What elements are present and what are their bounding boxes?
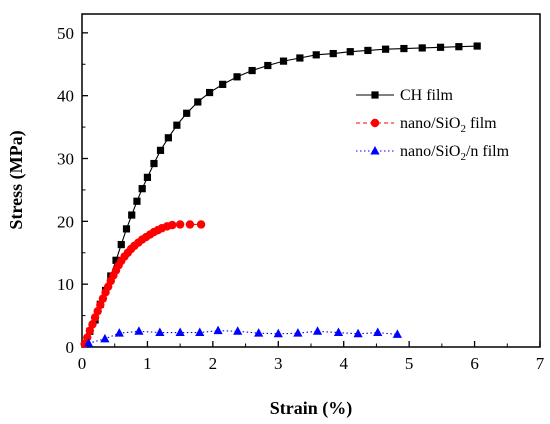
data-point-nanon-6 bbox=[195, 327, 205, 337]
x-tick-label-7: 7 bbox=[536, 354, 545, 373]
data-point-nano-6 bbox=[96, 300, 105, 310]
data-point-nanon-8 bbox=[233, 326, 243, 335]
data-point-ch-21 bbox=[248, 66, 256, 75]
data-point-ch-5 bbox=[112, 256, 120, 264]
series-line-nanon bbox=[88, 330, 398, 344]
data-point-ch-34 bbox=[473, 42, 481, 50]
data-point-nano-2 bbox=[85, 326, 95, 335]
data-point-ch-15 bbox=[173, 121, 181, 129]
y-tick-label-0: 0 bbox=[66, 338, 75, 357]
y-tick-label-5: 50 bbox=[57, 24, 74, 43]
data-point-nanon-7 bbox=[213, 325, 223, 335]
data-point-nanon-2 bbox=[114, 328, 124, 337]
data-point-ch-7 bbox=[122, 225, 131, 233]
data-point-ch-23 bbox=[279, 57, 288, 65]
data-point-ch-25 bbox=[312, 51, 320, 59]
series-layer bbox=[80, 42, 481, 349]
x-axis-title: Strain (%) bbox=[270, 398, 353, 419]
data-point-ch-19 bbox=[219, 80, 227, 88]
data-point-ch-28 bbox=[364, 46, 372, 55]
x-tick-label-0: 0 bbox=[78, 354, 87, 373]
data-point-nanon-14 bbox=[353, 328, 363, 338]
y-tick-label-3: 30 bbox=[57, 150, 74, 169]
data-point-nanon-12 bbox=[312, 326, 323, 335]
data-point-ch-9 bbox=[133, 197, 141, 205]
x-tick-label-5: 5 bbox=[405, 354, 414, 373]
x-tick-label-2: 2 bbox=[209, 354, 218, 373]
legend-marker-nano bbox=[370, 118, 380, 128]
data-point-nanon-13 bbox=[333, 327, 344, 337]
data-point-nanon-16 bbox=[392, 329, 402, 338]
data-point-nano-30 bbox=[196, 220, 206, 229]
data-point-ch-27 bbox=[346, 48, 354, 56]
series-nanon bbox=[83, 325, 402, 347]
x-tick-label-4: 4 bbox=[339, 354, 348, 373]
data-point-nano-28 bbox=[175, 220, 185, 229]
data-point-nanon-0 bbox=[83, 338, 94, 347]
data-point-ch-20 bbox=[233, 73, 241, 81]
data-point-ch-10 bbox=[138, 185, 146, 193]
data-point-ch-12 bbox=[150, 159, 158, 168]
legend-label-ch: CH film bbox=[400, 87, 453, 104]
data-point-ch-33 bbox=[455, 43, 463, 51]
legend-label-nanon: nano/SiO2/n film bbox=[400, 143, 510, 163]
data-point-ch-6 bbox=[117, 240, 125, 249]
data-point-nano-3 bbox=[88, 320, 97, 329]
data-point-nanon-5 bbox=[175, 327, 185, 337]
legend-marker-ch bbox=[371, 91, 379, 99]
data-point-nanon-10 bbox=[273, 328, 283, 338]
x-tick-label-1: 1 bbox=[143, 354, 152, 373]
data-point-ch-26 bbox=[329, 49, 337, 58]
data-point-nano-4 bbox=[90, 313, 100, 322]
y-axis-title: Stress (MPa) bbox=[6, 130, 27, 229]
legend: CH film nano/SiO2 film nano/SiO2/n film bbox=[356, 87, 510, 163]
legend-marker-nanon bbox=[370, 146, 380, 155]
x-tick-label-3: 3 bbox=[274, 354, 283, 373]
data-point-nano-7 bbox=[98, 294, 108, 303]
data-point-nano-5 bbox=[93, 306, 102, 316]
y-tick-label-1: 10 bbox=[57, 275, 74, 294]
data-point-nano-1 bbox=[83, 333, 92, 342]
data-point-ch-31 bbox=[418, 44, 426, 52]
data-point-ch-18 bbox=[205, 88, 214, 97]
data-point-nano-27 bbox=[168, 220, 177, 230]
data-point-ch-24 bbox=[296, 54, 304, 62]
legend-label-nano: nano/SiO2 film bbox=[400, 115, 497, 135]
data-point-ch-32 bbox=[436, 43, 445, 51]
data-point-nanon-3 bbox=[134, 326, 144, 335]
data-point-nanon-4 bbox=[155, 327, 165, 337]
axis-ticks: 0 1 2 3 4 5 6 7 0 10 20 30 40 50 bbox=[57, 24, 545, 373]
data-point-ch-17 bbox=[194, 98, 202, 106]
y-tick-label-2: 20 bbox=[57, 212, 74, 231]
data-point-nanon-15 bbox=[373, 327, 383, 337]
data-point-ch-11 bbox=[143, 173, 152, 181]
x-tick-label-6: 6 bbox=[470, 354, 479, 373]
data-point-nanon-1 bbox=[100, 333, 110, 343]
data-point-ch-22 bbox=[264, 61, 272, 70]
data-point-ch-29 bbox=[381, 45, 390, 53]
data-point-ch-8 bbox=[128, 211, 136, 219]
data-point-ch-30 bbox=[400, 44, 408, 53]
data-point-nanon-11 bbox=[293, 328, 303, 337]
data-point-ch-14 bbox=[164, 134, 172, 142]
data-point-ch-13 bbox=[156, 146, 165, 154]
data-point-nanon-9 bbox=[254, 328, 264, 337]
data-point-nano-29 bbox=[185, 220, 195, 229]
series-nano bbox=[80, 220, 206, 349]
data-point-ch-16 bbox=[183, 109, 191, 117]
y-tick-label-4: 40 bbox=[57, 87, 74, 106]
